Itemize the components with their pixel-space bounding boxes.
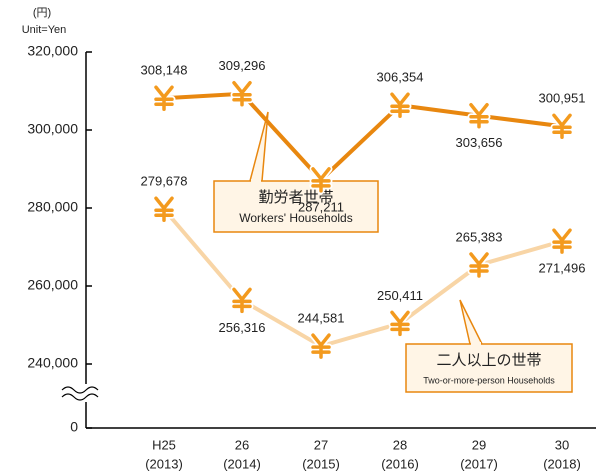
- x-tick-label: H25: [152, 437, 176, 452]
- marker-glyph: [311, 333, 331, 359]
- y-tick-label: 260,000: [27, 277, 78, 293]
- x-tick-label: 28: [393, 437, 407, 452]
- x-tick-label: (2014): [223, 456, 261, 471]
- marker: [550, 226, 574, 256]
- marker: [309, 331, 333, 361]
- marker: [309, 165, 333, 195]
- data-label: 308,148: [141, 63, 188, 78]
- x-tick-label: (2015): [302, 456, 340, 471]
- series-name: 二人以上の世帯: [436, 352, 541, 369]
- data-label: 271,496: [539, 261, 586, 276]
- marker: [467, 101, 491, 131]
- callout: 二人以上の世帯 Two-or-more-person Households: [405, 299, 573, 393]
- series-name-en: Two-or-more-person Households: [423, 375, 555, 385]
- series-line: [163, 91, 563, 183]
- data-label: 300,951: [539, 91, 586, 106]
- series-line: [162, 207, 563, 349]
- marker: [230, 79, 254, 109]
- y-tick-label: 280,000: [27, 199, 78, 215]
- data-label: 279,678: [141, 174, 188, 189]
- y-tick-label: 240,000: [27, 355, 78, 371]
- marker-glyph: [311, 167, 331, 193]
- series-name: 勤労者世帯: [258, 189, 333, 206]
- marker: [230, 285, 254, 315]
- x-tick-label: (2016): [381, 456, 419, 471]
- x-tick-label: (2018): [543, 456, 581, 471]
- marker: [152, 83, 176, 113]
- marker-glyph: [154, 85, 174, 111]
- data-label: 256,316: [219, 320, 266, 335]
- marker: [467, 250, 491, 280]
- marker: [388, 308, 412, 338]
- x-tick-label: (2017): [460, 456, 498, 471]
- unit-label: Unit=Yen: [22, 24, 67, 36]
- x-tick-label: 30: [555, 437, 569, 452]
- marker-glyph: [552, 113, 572, 140]
- marker-glyph: [154, 196, 174, 223]
- data-label: 309,296: [219, 58, 266, 73]
- marker-glyph: [469, 102, 489, 129]
- axis-break: [60, 384, 104, 402]
- marker-glyph: [232, 287, 252, 314]
- marker: [550, 111, 574, 141]
- y-tick-label: 0: [70, 419, 78, 435]
- callout: 勤労者世帯 Workers' Households: [213, 111, 379, 233]
- data-label: 303,656: [456, 135, 503, 150]
- marker: [152, 194, 176, 224]
- data-label: 287,211: [298, 199, 344, 214]
- data-label: 244,581: [298, 311, 345, 326]
- marker-glyph: [232, 80, 252, 107]
- marker-glyph: [390, 310, 410, 337]
- unit-label: (円): [33, 7, 51, 19]
- data-label: 265,383: [456, 229, 503, 244]
- data-label: 250,411: [377, 288, 423, 303]
- x-tick-label: 26: [235, 437, 249, 452]
- marker-glyph: [390, 92, 410, 118]
- data-label: 306,354: [377, 70, 424, 85]
- y-tick-label: 320,000: [27, 43, 78, 59]
- y-tick-label: 300,000: [27, 121, 78, 137]
- marker-glyph: [552, 228, 572, 254]
- marker: [388, 90, 412, 120]
- x-tick-label: (2013): [145, 456, 183, 471]
- x-tick-label: 29: [472, 437, 486, 452]
- marker-glyph: [469, 252, 489, 278]
- series-name-en: Workers' Households: [239, 211, 352, 225]
- x-tick-label: 27: [314, 437, 328, 452]
